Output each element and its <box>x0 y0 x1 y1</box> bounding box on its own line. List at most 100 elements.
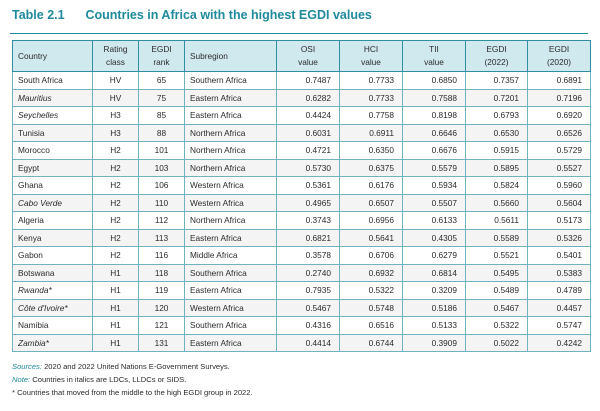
rating-class-cell: H1 <box>92 316 139 335</box>
egdi-2022-cell: 0.7357 <box>465 71 528 90</box>
country-cell: Mauritius <box>12 88 93 107</box>
table-row: Gabon H2 116 Middle Africa 0.3578 0.6706 0.627… <box>12 246 591 265</box>
table-row: Algeria H2 112 Northern Africa 0.3743 0.6956 0… <box>12 211 591 230</box>
column-header-text: rank <box>153 57 170 67</box>
osi-value-cell: 0.7935 <box>276 281 340 300</box>
country-cell: Algeria <box>12 211 93 230</box>
table-row: Côte d'Ivoire* H1 120 Western Africa 0.5467 0… <box>12 298 591 317</box>
rating-class-cell: H2 <box>92 193 139 212</box>
hci-value-cell: 0.6911 <box>339 123 403 142</box>
rating-class-cell: H2 <box>92 158 139 177</box>
table-body: South Africa HV 65 Southern Africa 0.7487 0.7… <box>12 71 591 352</box>
egdi-2020-cell: 0.5173 <box>527 211 591 230</box>
osi-value-cell: 0.7487 <box>276 71 340 90</box>
tii-value-cell: 0.4305 <box>402 228 466 247</box>
subregion-cell: Eastern Africa <box>184 106 277 125</box>
tii-value-cell: 0.6850 <box>402 71 466 90</box>
rating-class-cell: H1 <box>92 281 139 300</box>
subregion-cell: Northern Africa <box>184 158 277 177</box>
rating-class-cell: H1 <box>92 263 139 282</box>
column-header-text: Rating <box>103 44 128 54</box>
egdi-rank-cell: 113 <box>138 228 185 247</box>
hci-value-cell: 0.6176 <box>339 176 403 195</box>
table-caption: Table 2.1 Countries in Africa with the h… <box>12 8 588 28</box>
table-header-row: Country Rating class EGDI rank Subregion OSI va… <box>12 40 591 72</box>
hci-value-cell: 0.7758 <box>339 106 403 125</box>
country-cell: Seychelles <box>12 106 93 125</box>
egdi-rank-cell: 106 <box>138 176 185 195</box>
rating-class-cell: H1 <box>92 298 139 317</box>
asterisk-note: * Countries that moved from the middle t… <box>12 388 253 397</box>
subregion-cell: Western Africa <box>184 298 277 317</box>
egdi-rank-cell: 101 <box>138 141 185 160</box>
egdi-2020-cell: 0.4789 <box>527 281 591 300</box>
egdi-rank-cell: 119 <box>138 281 185 300</box>
tii-value-cell: 0.5133 <box>402 316 466 335</box>
osi-value-cell: 0.3743 <box>276 211 340 230</box>
osi-value-cell: 0.3578 <box>276 246 340 265</box>
italics-note: Note: Countries in italics are LDCs, LLD… <box>12 373 588 386</box>
subregion-cell: Eastern Africa <box>184 333 277 352</box>
egdi-2022-cell: 0.5660 <box>465 193 528 212</box>
egdi-rank-cell: 112 <box>138 211 185 230</box>
country-cell: Gabon <box>12 246 93 265</box>
tii-value-cell: 0.6133 <box>402 211 466 230</box>
column-header-text: (2022) <box>484 57 509 67</box>
egdi-2020-cell: 0.4242 <box>527 333 591 352</box>
column-header-text: HCI <box>363 44 379 54</box>
table-row: Kenya H2 113 Eastern Africa 0.6821 0.5641 0.43… <box>12 228 591 247</box>
country-cell: Zambia* <box>12 333 93 352</box>
table-row: Ghana H2 106 Western Africa 0.5361 0.6176 0.59… <box>12 176 591 195</box>
sources-label: Sources: <box>12 362 42 371</box>
subregion-cell: Eastern Africa <box>184 88 277 107</box>
osi-value-cell: 0.6282 <box>276 88 340 107</box>
column-header-text: value <box>361 57 381 67</box>
osi-value-cell: 0.4965 <box>276 193 340 212</box>
column-header-text: EGDI <box>548 44 570 54</box>
rating-class-cell: H3 <box>92 123 139 142</box>
hci-value-cell: 0.6932 <box>339 263 403 282</box>
egdi-2022-cell: 0.5915 <box>465 141 528 160</box>
egdi-2022-cell: 0.5521 <box>465 246 528 265</box>
column-header-text: value <box>298 57 318 67</box>
country-cell: Morocco <box>12 141 93 160</box>
hci-value-cell: 0.7733 <box>339 71 403 90</box>
column-header: HCI value <box>339 40 403 72</box>
table-row: Seychelles H3 85 Eastern Africa 0.4424 0.7758… <box>12 106 591 125</box>
column-header: EGDI (2022) <box>465 40 528 72</box>
hci-value-cell: 0.7733 <box>339 88 403 107</box>
tii-value-cell: 0.8198 <box>402 106 466 125</box>
egdi-table: Country Rating class EGDI rank Subregion OSI va… <box>12 40 591 352</box>
country-cell: Tunisia <box>12 123 93 142</box>
rating-class-cell: H2 <box>92 211 139 230</box>
country-cell: Namibia <box>12 316 93 335</box>
country-cell: Egypt <box>12 158 93 177</box>
hci-value-cell: 0.6956 <box>339 211 403 230</box>
subregion-cell: Western Africa <box>184 176 277 195</box>
rating-class-cell: H2 <box>92 228 139 247</box>
tii-value-cell: 0.5579 <box>402 158 466 177</box>
egdi-2020-cell: 0.5729 <box>527 141 591 160</box>
tii-value-cell: 0.5186 <box>402 298 466 317</box>
osi-value-cell: 0.6821 <box>276 228 340 247</box>
tii-value-cell: 0.3209 <box>402 281 466 300</box>
table-title: Countries in Africa with the highest EGD… <box>85 8 372 22</box>
tii-value-cell: 0.6279 <box>402 246 466 265</box>
tii-value-cell: 0.7588 <box>402 88 466 107</box>
osi-value-cell: 0.5730 <box>276 158 340 177</box>
egdi-rank-cell: 131 <box>138 333 185 352</box>
table-row: Botswana H1 118 Southern Africa 0.2740 0.6932… <box>12 263 591 282</box>
egdi-rank-cell: 103 <box>138 158 185 177</box>
egdi-2020-cell: 0.5604 <box>527 193 591 212</box>
egdi-2022-cell: 0.5824 <box>465 176 528 195</box>
table-row: Cabo Verde H2 110 Western Africa 0.4965 0.650… <box>12 193 591 212</box>
sources-note: Sources: 2020 and 2022 United Nations E-… <box>12 360 588 373</box>
hci-value-cell: 0.5641 <box>339 228 403 247</box>
egdi-2020-cell: 0.5527 <box>527 158 591 177</box>
note-label: Note: <box>12 375 31 384</box>
subregion-cell: Northern Africa <box>184 123 277 142</box>
egdi-rank-cell: 120 <box>138 298 185 317</box>
hci-value-cell: 0.6507 <box>339 193 403 212</box>
subregion-cell: Southern Africa <box>184 263 277 282</box>
